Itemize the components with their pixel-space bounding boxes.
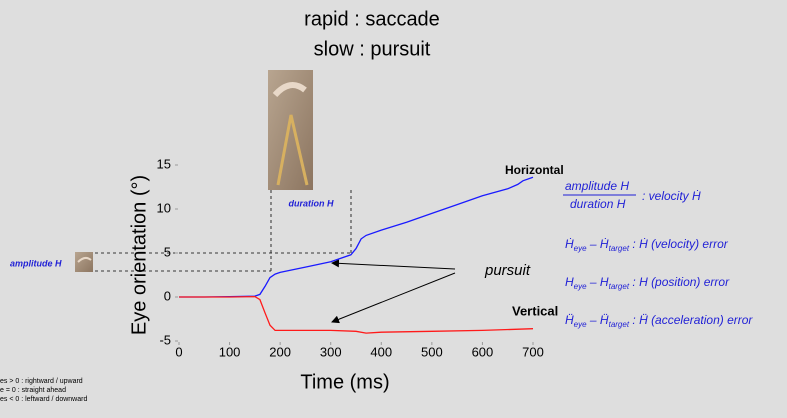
note: es < 0 : leftward / downward [0, 396, 87, 403]
x-tick-label: 200 [269, 344, 291, 359]
y-tick-label: -5 [159, 332, 171, 347]
equation-part: target [609, 244, 630, 253]
y-tick-label: 5 [164, 244, 171, 259]
subtitle: slow : pursuit [314, 38, 431, 60]
arrow [331, 259, 456, 270]
duration-label: duration H [289, 198, 334, 208]
equation-part: : H (position) error [629, 275, 730, 289]
equation-part: : Ḣ (velocity) error [629, 237, 729, 251]
x-tick-label: 400 [370, 344, 392, 359]
equation-part: : Ḧ (acceleration) error [629, 313, 753, 327]
y-tick-label: 15 [157, 156, 171, 171]
fraction-rhs: : velocity Ḣ [642, 189, 701, 203]
equation-part: Ḧ [565, 313, 574, 327]
x-axis-label: Time (ms) [300, 371, 389, 393]
series-line [179, 176, 534, 298]
fraction: amplitude H duration H : velocity Ḣ [563, 179, 701, 211]
x-tick-label: 700 [522, 344, 544, 359]
equation-part: target [609, 320, 630, 329]
photo [268, 70, 313, 190]
equation-part: eye [574, 320, 587, 329]
equation: Ḧeye – Ḧtarget : Ḧ (acceleration) error [565, 313, 753, 329]
numerator: amplitude H [565, 179, 629, 193]
equation-part: target [609, 282, 630, 291]
series-line [179, 295, 534, 334]
equation: Heye – Htarget : H (position) error [565, 275, 730, 291]
title: rapid : saccade [304, 8, 440, 30]
equation-part: – [587, 275, 600, 289]
y-tick-label: 0 [164, 288, 171, 303]
x-tick-label: 600 [472, 344, 494, 359]
equation-part: – [587, 313, 600, 327]
equation-part: H [565, 275, 574, 289]
legend-label: Vertical [512, 303, 558, 318]
x-tick-label: 100 [219, 344, 241, 359]
equation-part: Ḧ [600, 313, 609, 327]
equation-part: H [600, 275, 609, 289]
x-tick-label: 300 [320, 344, 342, 359]
legend-label: Horizontal [505, 163, 564, 177]
note: e = 0 : straight ahead [0, 387, 66, 394]
equation: Ḣeye – Ḣtarget : Ḣ (velocity) error [565, 237, 729, 253]
arrow [331, 272, 456, 324]
y-axis-label: Eye orientation (°) [128, 175, 150, 335]
equation-part: eye [574, 244, 587, 253]
pursuit-label: pursuit [484, 262, 531, 279]
x-tick-label: 0 [175, 344, 182, 359]
equation-part: – [587, 237, 600, 251]
x-tick-label: 500 [421, 344, 443, 359]
equation-part: eye [574, 282, 587, 291]
denominator: duration H [570, 197, 626, 211]
amplitude-label: amplitude H [10, 258, 62, 268]
note: es > 0 : rightward / upward [0, 378, 83, 385]
equation-part: Ḣ [565, 237, 574, 251]
y-tick-label: 10 [157, 200, 171, 215]
equation-part: Ḣ [600, 237, 609, 251]
small-photo [75, 252, 93, 272]
guides [95, 190, 352, 272]
